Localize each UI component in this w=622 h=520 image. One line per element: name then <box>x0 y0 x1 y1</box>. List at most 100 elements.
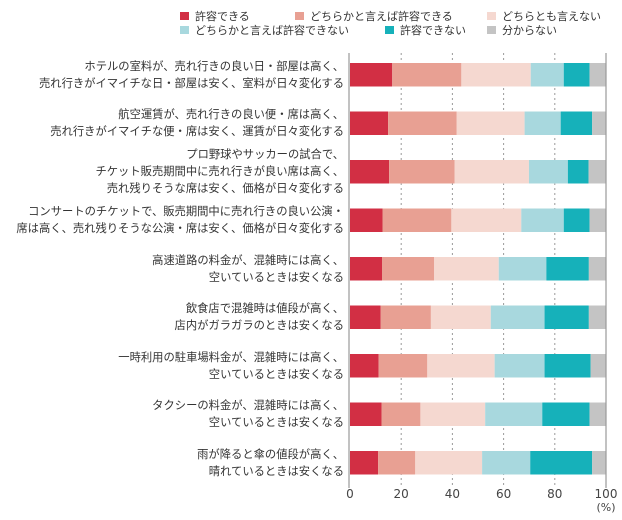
legend-label: どちらかと言えば許容できない <box>195 24 349 37</box>
bar-segment-2-2 <box>388 111 457 135</box>
legend-swatch <box>295 12 304 20</box>
category-label: タクシーの料金が、混雑時には高く、空いているときは安くなる <box>152 397 344 431</box>
bar-segment-5-5 <box>546 257 589 281</box>
bar-segment-7-2 <box>378 354 428 378</box>
bar-segment-9-2 <box>378 451 416 475</box>
bar-segment-7-3 <box>427 354 495 378</box>
category-label-line: 雨が降ると傘の値段が高く、 <box>197 447 344 461</box>
bar-segment-8-5 <box>542 402 590 426</box>
category-label: 航空運賃が、売れ行きの良い便・席は高く、売れ行きがイマイチな便・席は安く、運賃が… <box>50 106 344 140</box>
legend-item: どちらかと言えば許容できない <box>180 23 349 37</box>
category-label-line: 空いているときは安くなる <box>208 367 344 381</box>
bar-segment-4-5 <box>563 208 590 232</box>
bar-segment-9-4 <box>482 451 531 475</box>
bar-segment-4-6 <box>589 208 606 232</box>
legend-label: どちらかと言えば許容できる <box>310 10 453 23</box>
bar-segment-3-1 <box>350 160 390 184</box>
legend-item: 許容できない <box>385 23 466 37</box>
category-label: コンサートのチケットで、販売期間中に売れ行きの良い公演・席は高く、売れ残りそうな… <box>16 203 344 237</box>
category-label: 雨が降ると傘の値段が高く、 晴れているときは安くなる <box>197 446 344 480</box>
x-tick-label: 40 <box>444 487 461 501</box>
bar-segment-3-6 <box>588 160 606 184</box>
bar-segment-6-2 <box>380 305 431 329</box>
category-label-line: プロ野球やサッカーの試合で、 <box>186 148 344 162</box>
bar-segment-5-2 <box>382 257 435 281</box>
bar-segment-7-4 <box>494 354 545 378</box>
legend-label: どちらとも言えない <box>502 10 601 23</box>
bar-segment-8-6 <box>589 402 606 426</box>
bar-segment-8-3 <box>420 402 486 426</box>
category-label-line: タクシーの料金が、混雑時には高く、 <box>152 399 344 413</box>
bar-segment-6-4 <box>490 305 545 329</box>
legend-swatch <box>180 12 189 20</box>
bar-segment-3-5 <box>567 160 589 184</box>
bar-segment-1-6 <box>589 63 606 87</box>
legend-swatch <box>487 26 496 34</box>
category-label-line: 飲食店で混雑時は値段が高く、 <box>185 302 344 316</box>
bar-segment-1-3 <box>461 63 531 87</box>
category-label-line: 空いているときは安くなる <box>208 416 344 430</box>
bar-segment-4-4 <box>521 208 564 232</box>
bar-segment-2-1 <box>350 111 389 135</box>
bar-segment-1-4 <box>530 63 564 87</box>
bar-segment-3-4 <box>528 160 568 184</box>
bar-segment-4-3 <box>451 208 522 232</box>
legend-swatch <box>385 26 394 34</box>
x-axis-unit-label: (%) <box>596 501 616 514</box>
x-tick-label: 0 <box>346 487 354 501</box>
bar-segment-7-5 <box>544 354 591 378</box>
bar-segment-2-3 <box>456 111 525 135</box>
category-label-line: 売れ行きがイマイチな便・席は安く、運賃が日々変化する <box>50 125 344 139</box>
bar-segment-7-6 <box>590 354 606 378</box>
bar-segment-8-4 <box>485 402 543 426</box>
bar-segment-1-2 <box>392 63 462 87</box>
legend-item: どちらかと言えば許容できる <box>295 9 453 23</box>
bar-segment-2-6 <box>592 111 606 135</box>
bar-segment-1-1 <box>350 63 393 87</box>
category-label-line: コンサートのチケットで、販売期間中に売れ行きの良い公演・ <box>28 205 344 219</box>
bar-segment-5-3 <box>434 257 499 281</box>
bar-segment-5-6 <box>588 257 606 281</box>
bar-segment-9-5 <box>530 451 593 475</box>
category-label-line: 一時利用の駐車場料金が、混雑時には高く、 <box>118 350 344 364</box>
legend-item: 許容できる <box>180 9 250 23</box>
bar-segment-2-5 <box>560 111 593 135</box>
legend-item: どちらとも言えない <box>487 9 601 23</box>
bar-segment-7-1 <box>350 354 379 378</box>
bar-segment-3-3 <box>454 160 529 184</box>
legend-swatch <box>180 26 189 34</box>
legend-label: 分からない <box>502 24 557 37</box>
category-label-line: チケット販売期間中に売れ行きが良い席は高く、 <box>95 165 344 179</box>
bar-segment-6-5 <box>544 305 589 329</box>
bar-segment-4-2 <box>382 208 452 232</box>
category-label-line: 売れ行きがイマイチな日・部屋は安く、室料が日々変化する <box>38 76 344 90</box>
bar-segment-3-2 <box>389 160 455 184</box>
category-label: 高速道路の料金が、混雑時には高く、 空いているときは安くなる <box>152 252 344 286</box>
bar-segment-4-1 <box>350 208 383 232</box>
bar-segment-2-4 <box>524 111 561 135</box>
category-label-line: 航空運賃が、売れ行きの良い便・席は高く、 <box>118 108 344 122</box>
bar-segment-8-2 <box>381 402 421 426</box>
category-label-line: 店内がガラガラのときは安くなる <box>174 319 344 333</box>
bar-segment-9-1 <box>350 451 379 475</box>
legend-swatch <box>487 12 496 20</box>
bar-segment-9-3 <box>415 451 483 475</box>
category-label: 飲食店で混雑時は値段が高く、店内がガラガラのときは安くなる <box>175 300 344 334</box>
bar-segment-1-5 <box>563 63 590 87</box>
x-tick-label: 100 <box>594 487 618 501</box>
category-label: ホテルの室料が、売れ行きの良い日・部屋は高く、売れ行きがイマイチな日・部屋は安く… <box>39 58 344 92</box>
bar-segment-9-6 <box>592 451 606 475</box>
category-label-line: ホテルの室料が、売れ行きの良い日・部屋は高く、 <box>84 59 344 73</box>
x-tick-label: 80 <box>547 487 563 501</box>
x-tick-label: 20 <box>393 487 409 501</box>
bar-segment-6-6 <box>588 305 606 329</box>
bar-segment-6-1 <box>350 305 381 329</box>
category-label: プロ野球やサッカーの試合で、 チケット販売期間中に売れ行きが良い席は高く、 売れ残り… <box>95 146 344 197</box>
category-label-line: 席は高く、売れ残りそうな公演・席は安く、価格が日々変化する <box>16 222 344 236</box>
category-label: 一時利用の駐車場料金が、混雑時には高く、空いているときは安くなる <box>118 349 344 383</box>
bar-segment-5-1 <box>350 257 382 281</box>
legend-item: 分からない <box>487 23 557 37</box>
x-tick-label: 60 <box>495 487 512 501</box>
category-label-line: 空いているときは安くなる <box>208 270 344 284</box>
